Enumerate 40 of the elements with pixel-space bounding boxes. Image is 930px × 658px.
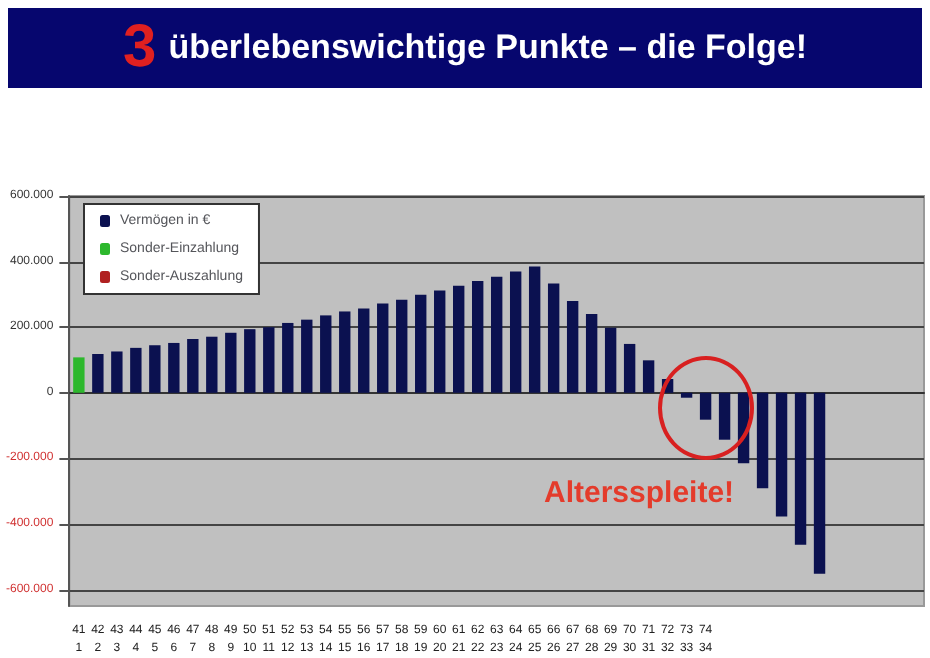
- bar: [642, 360, 655, 393]
- bar: [434, 290, 446, 393]
- bar: [566, 300, 579, 393]
- bar: [794, 392, 807, 545]
- bar: [377, 303, 389, 393]
- bar: [509, 271, 522, 393]
- bar: [547, 283, 560, 393]
- bar: [699, 392, 712, 420]
- bar: [225, 332, 237, 393]
- bar: [206, 336, 218, 393]
- chart-title: 3 überlebenswichtige Punkte – die Folge!: [123, 14, 807, 82]
- bar: [490, 276, 503, 393]
- bar: [358, 308, 370, 393]
- bar: [320, 315, 332, 393]
- bar: [187, 339, 199, 393]
- bar: [149, 345, 161, 393]
- bar: [92, 354, 104, 393]
- bar: [396, 299, 408, 393]
- bar: [472, 280, 484, 393]
- bar: [168, 342, 180, 393]
- bar: [339, 311, 351, 393]
- bar: [453, 285, 465, 393]
- bar: [756, 392, 769, 489]
- bar: [813, 392, 826, 574]
- annotation: Altersspleite!: [544, 476, 735, 510]
- bar: [528, 266, 541, 393]
- bar: [415, 294, 427, 393]
- bar: [282, 322, 294, 393]
- bar: [775, 392, 788, 517]
- bar: [718, 392, 731, 440]
- bar: [111, 351, 123, 393]
- bar: [263, 327, 275, 393]
- bar: [244, 329, 256, 393]
- bar: [623, 343, 636, 393]
- bar: [585, 314, 598, 393]
- bar: [73, 357, 85, 393]
- bar: [130, 347, 142, 393]
- bar: [680, 392, 693, 398]
- bar: [301, 319, 313, 393]
- bar: [604, 327, 617, 393]
